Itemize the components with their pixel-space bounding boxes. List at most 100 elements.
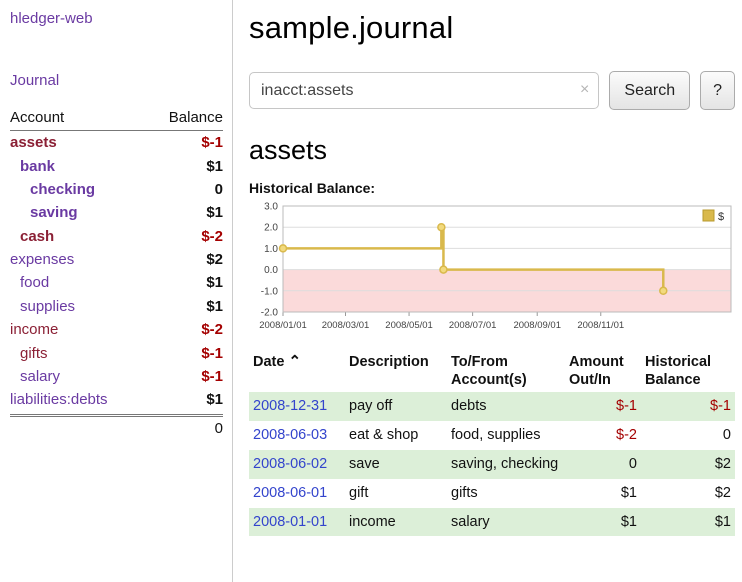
account-link[interactable]: checking bbox=[30, 180, 96, 198]
transaction-description: eat & shop bbox=[349, 427, 419, 444]
transaction-amount: $1 bbox=[620, 513, 637, 530]
transaction-accounts: salary bbox=[451, 513, 490, 530]
svg-text:2008/09/01: 2008/09/01 bbox=[513, 320, 561, 331]
accounts-table: Account Balance assets $-1 bank $1 checking 0… bbox=[10, 106, 223, 440]
account-link[interactable]: income bbox=[10, 321, 59, 339]
transaction-row: 2008-01-01 income salary $1 $1 bbox=[249, 507, 735, 537]
account-row: gifts $-1 bbox=[10, 341, 223, 364]
account-link[interactable]: bank bbox=[20, 157, 56, 175]
transaction-balance: $2 bbox=[714, 484, 731, 501]
svg-text:0.0: 0.0 bbox=[264, 265, 278, 276]
search-bar: × Search ? bbox=[249, 71, 735, 110]
transaction-balance: 0 bbox=[722, 427, 731, 444]
amount-column-header: Amount Out/In bbox=[569, 354, 624, 389]
app-title-link[interactable]: hledger-web bbox=[10, 10, 93, 27]
transaction-amount: $-2 bbox=[616, 427, 637, 444]
account-row: income $-2 bbox=[10, 318, 223, 341]
account-link[interactable]: liabilities:debts bbox=[10, 391, 108, 409]
transaction-row: 2008-06-02 save saving, checking 0 $2 bbox=[249, 449, 735, 479]
account-column-header: Account bbox=[10, 109, 65, 126]
svg-text:1.0: 1.0 bbox=[264, 244, 278, 255]
transaction-date-link[interactable]: 2008-06-02 bbox=[253, 455, 328, 472]
account-heading: assets bbox=[249, 135, 328, 165]
svg-text:2008/07/01: 2008/07/01 bbox=[449, 320, 497, 331]
accounts-total: 0 bbox=[10, 413, 223, 440]
accounts-table-header: Account Balance bbox=[10, 106, 223, 131]
account-link[interactable]: supplies bbox=[20, 297, 76, 315]
transaction-row: 2008-06-03 eat & shop food, supplies $-2 0 bbox=[249, 421, 735, 450]
register-header-row: Date ⌃ Description To/From Account(s) Am… bbox=[249, 350, 735, 392]
sidebar: hledger-web Journal Account Balance asse… bbox=[0, 0, 233, 582]
account-link[interactable]: cash bbox=[20, 227, 55, 245]
transaction-date-link[interactable]: 2008-01-01 bbox=[253, 513, 328, 530]
account-balance: $-1 bbox=[201, 344, 223, 362]
accounts-column-header: To/From Account(s) bbox=[451, 354, 527, 389]
svg-text:-1.0: -1.0 bbox=[261, 286, 279, 297]
help-button[interactable]: ? bbox=[700, 71, 735, 110]
description-column-header: Description bbox=[349, 354, 429, 370]
transaction-description: save bbox=[349, 455, 380, 472]
transaction-amount: $-1 bbox=[616, 398, 637, 415]
account-row: cash $-2 bbox=[10, 225, 223, 248]
account-balance: $1 bbox=[206, 391, 223, 409]
transaction-date-link[interactable]: 2008-06-01 bbox=[253, 484, 328, 501]
nav-journal-link[interactable]: Journal bbox=[10, 72, 60, 89]
main-content: sample.journal × Search ? assets Histori… bbox=[249, 0, 737, 537]
account-balance: $1 bbox=[206, 204, 223, 222]
account-list: assets $-1 bank $1 checking 0 saving $1 cash $-2 e… bbox=[10, 131, 223, 412]
transaction-amount: $1 bbox=[620, 484, 637, 501]
transaction-description: gift bbox=[349, 484, 369, 501]
transaction-description: pay off bbox=[349, 398, 393, 415]
balance-column-header: Historical Balance bbox=[645, 354, 712, 389]
register-body: 2008-12-31 pay off debts $-1 $-1 2008-06-03 ea… bbox=[249, 392, 735, 537]
account-row: saving $1 bbox=[10, 201, 223, 224]
register-table: Date ⌃ Description To/From Account(s) Am… bbox=[249, 350, 735, 537]
transaction-accounts: saving, checking bbox=[451, 455, 559, 472]
account-balance: $-2 bbox=[201, 321, 223, 339]
svg-text:3.0: 3.0 bbox=[264, 202, 278, 213]
search-input[interactable] bbox=[249, 72, 600, 109]
account-balance: $-1 bbox=[201, 134, 223, 152]
svg-text:$: $ bbox=[718, 211, 724, 223]
clear-search-icon[interactable]: × bbox=[580, 81, 590, 98]
account-link[interactable]: expenses bbox=[10, 251, 75, 269]
account-link[interactable]: assets bbox=[10, 134, 57, 152]
account-balance: $1 bbox=[206, 157, 223, 175]
transaction-amount: 0 bbox=[628, 455, 637, 472]
transaction-balance: $2 bbox=[714, 455, 731, 472]
chart-title: Historical Balance: bbox=[249, 180, 376, 196]
transaction-balance: $-1 bbox=[710, 398, 731, 415]
account-balance: $1 bbox=[206, 297, 223, 315]
account-link[interactable]: salary bbox=[20, 367, 61, 385]
account-balance: $-1 bbox=[201, 367, 223, 385]
account-balance: $2 bbox=[206, 251, 223, 269]
account-link[interactable]: food bbox=[20, 274, 50, 292]
historical-balance-chart: 3.0 2.0 1.0 0.0 -1.0 -2.0 2008/01/01 2008/03/01… bbox=[249, 198, 737, 340]
account-link[interactable]: gifts bbox=[20, 344, 48, 362]
transaction-row: 2008-06-01 gift gifts $1 $2 bbox=[249, 479, 735, 508]
account-balance: $-2 bbox=[201, 227, 223, 245]
account-balance: $1 bbox=[206, 274, 223, 292]
account-row: salary $-1 bbox=[10, 365, 223, 388]
svg-text:2008/11/01: 2008/11/01 bbox=[577, 320, 624, 331]
transaction-date-link[interactable]: 2008-06-03 bbox=[253, 427, 328, 444]
transaction-description: income bbox=[349, 513, 396, 530]
account-row: food $1 bbox=[10, 271, 223, 294]
balance-column-header: Balance bbox=[168, 109, 223, 126]
account-link[interactable]: saving bbox=[30, 204, 78, 222]
transaction-date-link[interactable]: 2008-12-31 bbox=[253, 398, 328, 415]
transaction-accounts: gifts bbox=[451, 484, 478, 501]
date-column-header[interactable]: Date ⌃ bbox=[249, 350, 345, 392]
transaction-accounts: food, supplies bbox=[451, 427, 541, 444]
svg-text:2008/01/01: 2008/01/01 bbox=[259, 320, 307, 331]
svg-text:2008/05/01: 2008/05/01 bbox=[385, 320, 433, 331]
sort-ascending-icon: ⌃ bbox=[288, 353, 302, 370]
search-button[interactable]: Search bbox=[609, 71, 691, 110]
account-row: liabilities:debts $1 bbox=[10, 388, 223, 411]
account-row: supplies $1 bbox=[10, 295, 223, 318]
svg-text:-2.0: -2.0 bbox=[261, 308, 279, 319]
page-title: sample.journal bbox=[249, 10, 454, 45]
account-row: assets $-1 bbox=[10, 131, 223, 154]
account-row: checking 0 bbox=[10, 178, 223, 201]
